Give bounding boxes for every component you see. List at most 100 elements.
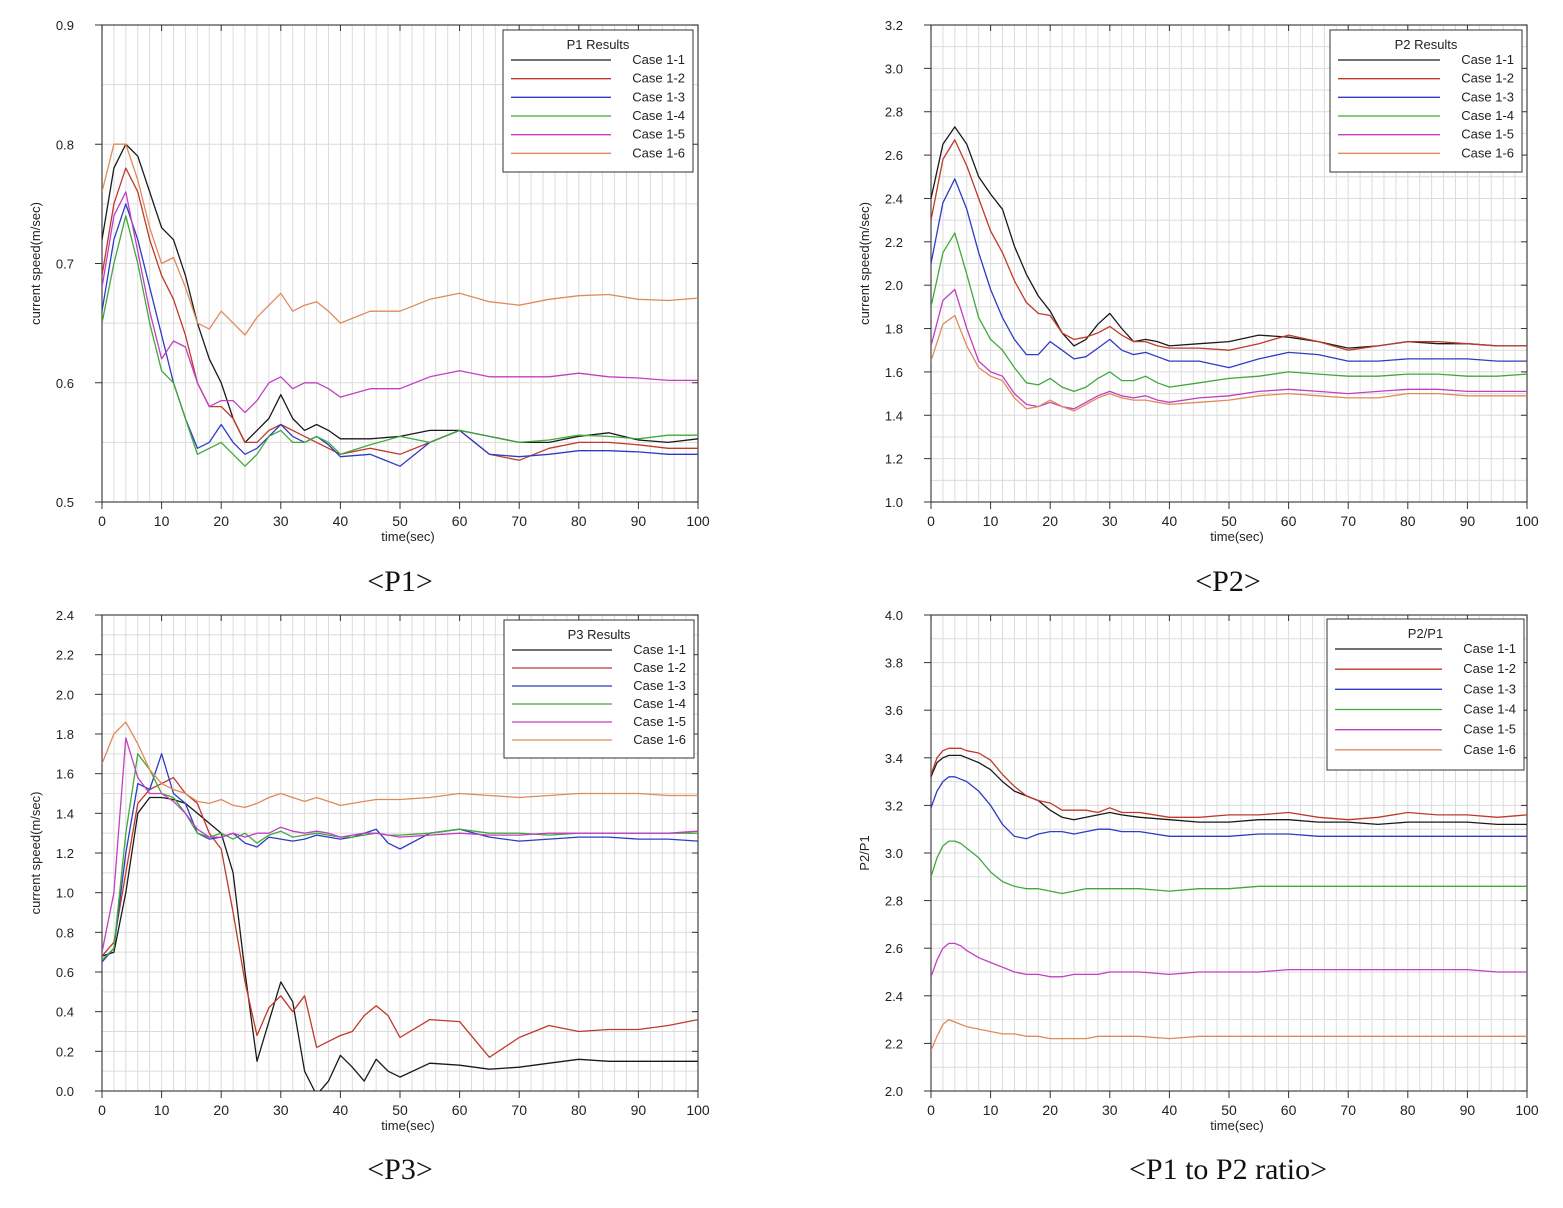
legend-title: P2/P1 bbox=[1408, 626, 1443, 641]
y-tick-label: 1.4 bbox=[56, 806, 74, 821]
x-tick-label: 0 bbox=[98, 513, 106, 529]
legend-entry-label: Case 1-4 bbox=[1461, 108, 1514, 123]
series-line-case-1-5 bbox=[102, 737, 698, 953]
legend-title: P2 Results bbox=[1395, 37, 1458, 52]
panel-caption-p1: <P1> bbox=[367, 565, 433, 598]
legend-entry-label: Case 1-1 bbox=[1461, 52, 1514, 67]
legend-entry-label: Case 1-2 bbox=[1461, 71, 1514, 86]
series-line-case-1-5 bbox=[931, 288, 1527, 410]
x-tick-label: 100 bbox=[686, 1102, 710, 1118]
series-line-case-1-3 bbox=[102, 203, 698, 467]
x-tick-label: 0 bbox=[927, 1102, 935, 1118]
series-line-case-1-2 bbox=[102, 776, 698, 1058]
x-tick-label: 70 bbox=[1340, 513, 1356, 529]
y-tick-label: 1.0 bbox=[56, 886, 74, 901]
series-line-case-1-3 bbox=[931, 776, 1527, 840]
y-tick-label: 0.2 bbox=[56, 1044, 74, 1059]
y-tick-label: 2.2 bbox=[885, 235, 903, 250]
legend-entry-label: Case 1-2 bbox=[633, 660, 686, 675]
x-tick-label: 30 bbox=[1102, 513, 1118, 529]
y-tick-label: 2.2 bbox=[56, 648, 74, 663]
y-tick-label: 2.4 bbox=[885, 989, 903, 1004]
x-tick-label: 90 bbox=[631, 1102, 647, 1118]
y-tick-label: 3.4 bbox=[885, 751, 903, 766]
series-group bbox=[102, 721, 698, 1091]
x-tick-label: 20 bbox=[213, 1102, 229, 1118]
y-tick-label: 0.8 bbox=[56, 137, 74, 152]
x-axis-label: time(sec) bbox=[1210, 1118, 1263, 1133]
x-tick-label: 40 bbox=[1162, 1102, 1178, 1118]
y-tick-label: 1.0 bbox=[885, 495, 903, 510]
y-tick-label: 0.5 bbox=[56, 495, 74, 510]
x-tick-label: 10 bbox=[154, 513, 170, 529]
x-axis-label: time(sec) bbox=[381, 1118, 434, 1133]
x-tick-label: 100 bbox=[1515, 513, 1539, 529]
x-axis-label: time(sec) bbox=[381, 529, 434, 544]
series-line-case-1-2 bbox=[931, 747, 1527, 821]
x-axis-label: time(sec) bbox=[1210, 529, 1263, 544]
chart-panel-3: 0 10 20 30 40 50 60 70 80 90 100 0.0 0.2 0.4 0.6 0.8 1.0… bbox=[28, 608, 710, 1133]
y-tick-label: 3.2 bbox=[885, 798, 903, 813]
y-axis-label: current speed(m/sec) bbox=[28, 792, 43, 915]
x-tick-label: 90 bbox=[631, 513, 647, 529]
series-line-case-1-1 bbox=[931, 754, 1527, 826]
x-tick-label: 80 bbox=[571, 1102, 587, 1118]
grid-lines bbox=[101, 24, 699, 503]
y-tick-label: 1.2 bbox=[885, 452, 903, 467]
series-line-case-1-6 bbox=[931, 1018, 1527, 1051]
y-tick-label: 0.7 bbox=[56, 257, 74, 272]
y-axis-label: P2/P1 bbox=[857, 835, 872, 870]
legend-entry-label: Case 1-6 bbox=[1461, 145, 1514, 160]
x-tick-label: 70 bbox=[1340, 1102, 1356, 1118]
series-group bbox=[931, 747, 1527, 1051]
series-line-case-1-6 bbox=[931, 314, 1527, 412]
x-tick-label: 20 bbox=[1042, 1102, 1058, 1118]
x-tick-label: 100 bbox=[1515, 1102, 1539, 1118]
legend-box bbox=[502, 29, 694, 173]
series-line-case-1-1 bbox=[102, 796, 698, 1091]
series-group bbox=[102, 143, 698, 467]
legend-entry-label: Case 1-5 bbox=[1463, 722, 1516, 737]
legend-entry-label: Case 1-3 bbox=[1461, 89, 1514, 104]
x-tick-label: 40 bbox=[1162, 513, 1178, 529]
series-line-case-1-6 bbox=[102, 143, 698, 336]
x-tick-label: 20 bbox=[213, 513, 229, 529]
legend-entry-label: Case 1-4 bbox=[1463, 702, 1516, 717]
series-group bbox=[931, 126, 1527, 412]
series-line-case-1-4 bbox=[931, 232, 1527, 393]
legend-entry-label: Case 1-3 bbox=[1463, 681, 1516, 696]
chart-panel-1: 0 10 20 30 40 50 60 70 80 90 100 0.5 0.6 0.7 0.8 0.9 tim… bbox=[28, 18, 710, 544]
x-tick-label: 60 bbox=[452, 1102, 468, 1118]
panel-caption-p2: <P2> bbox=[1195, 565, 1261, 598]
y-axis-label: current speed(m/sec) bbox=[857, 202, 872, 325]
legend-entry-label: Case 1-4 bbox=[632, 108, 685, 123]
y-tick-label: 4.0 bbox=[885, 608, 903, 623]
legend-entry-label: Case 1-1 bbox=[632, 52, 685, 67]
x-tick-label: 80 bbox=[571, 513, 587, 529]
legend-box bbox=[1326, 618, 1525, 771]
y-tick-label: 2.4 bbox=[885, 191, 903, 206]
x-tick-label: 70 bbox=[511, 1102, 527, 1118]
legend-entry-label: Case 1-5 bbox=[632, 127, 685, 142]
x-tick-label: 80 bbox=[1400, 513, 1416, 529]
series-line-case-1-3 bbox=[931, 178, 1527, 369]
y-tick-label: 3.2 bbox=[885, 18, 903, 33]
x-tick-label: 0 bbox=[927, 513, 935, 529]
x-tick-label: 30 bbox=[273, 1102, 289, 1118]
legend-entry-label: Case 1-2 bbox=[632, 71, 685, 86]
x-tick-label: 80 bbox=[1400, 1102, 1416, 1118]
chart-panel-2: 0 10 20 30 40 50 60 70 80 90 100 1.0 1.2 1.4 1.6 1.8 2.0… bbox=[857, 18, 1539, 544]
series-line-case-1-1 bbox=[931, 126, 1527, 349]
x-tick-label: 50 bbox=[1221, 1102, 1237, 1118]
y-tick-label: 1.8 bbox=[56, 727, 74, 742]
series-line-case-1-3 bbox=[102, 753, 698, 963]
x-tick-label: 0 bbox=[98, 1102, 106, 1118]
x-tick-label: 50 bbox=[392, 1102, 408, 1118]
y-tick-label: 2.4 bbox=[56, 608, 74, 623]
legend-entry-label: Case 1-1 bbox=[633, 642, 686, 657]
x-tick-label: 70 bbox=[511, 513, 527, 529]
y-tick-label: 2.6 bbox=[885, 941, 903, 956]
